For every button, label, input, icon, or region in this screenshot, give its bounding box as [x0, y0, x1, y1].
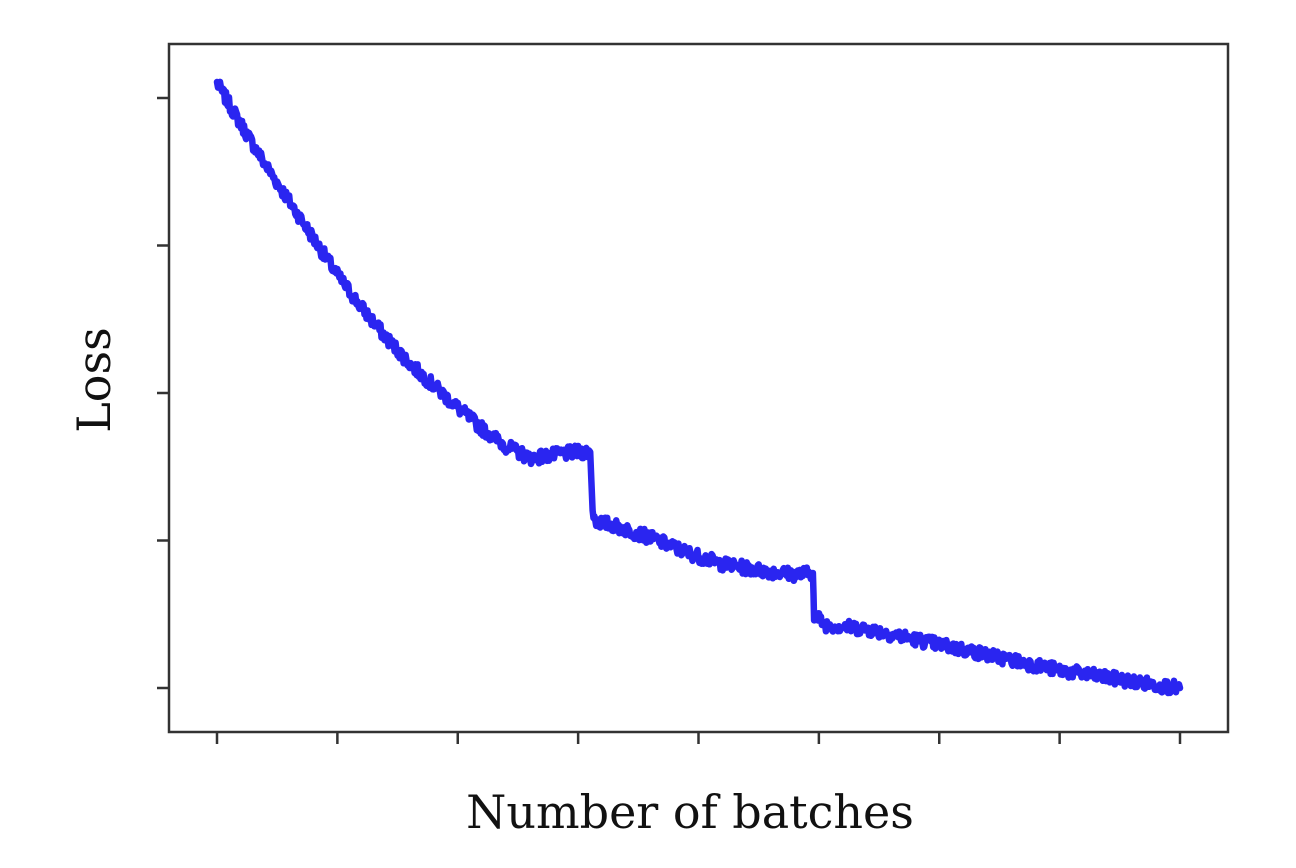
plot-frame: [167, 42, 1230, 734]
loss-series-line: [213, 78, 1184, 697]
x-ticks: [215, 732, 1182, 744]
x-axis-title: Number of batches: [466, 785, 914, 839]
y-axis-title: Loss: [67, 327, 121, 432]
plot-area: [157, 42, 1230, 744]
series-layer: [213, 78, 1184, 697]
y-ticks: [157, 96, 169, 690]
